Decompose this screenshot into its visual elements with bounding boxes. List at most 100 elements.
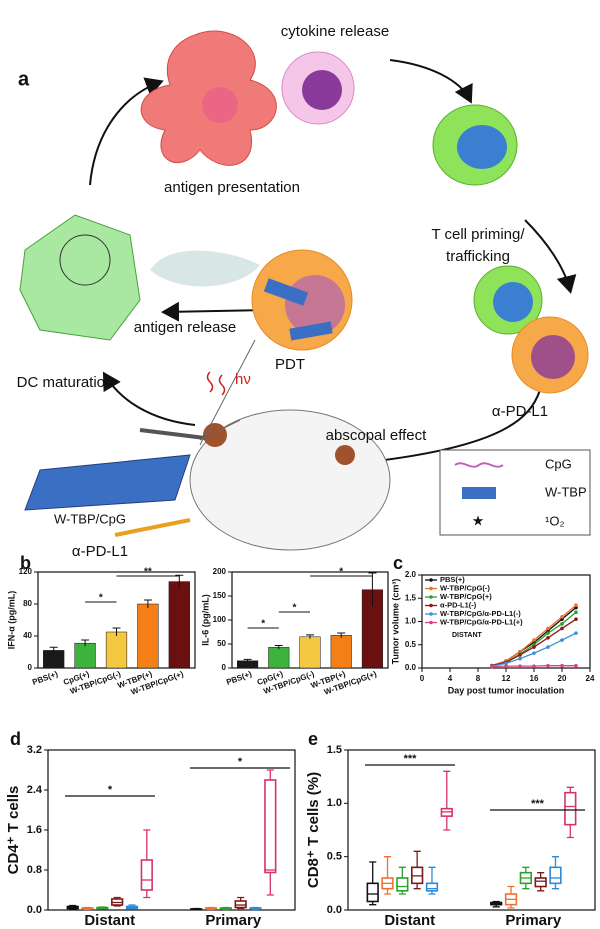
box <box>140 859 153 891</box>
y-axis-label: CD4⁺ T cells <box>5 786 22 875</box>
point <box>518 653 522 657</box>
point <box>504 664 508 668</box>
star: ★ <box>472 513 485 529</box>
legend-label: W-TBP/CpG(+) <box>440 592 492 601</box>
y-tick-label: 150 <box>213 591 227 600</box>
box <box>396 877 409 892</box>
plot-frame <box>347 749 596 911</box>
bar <box>299 636 321 669</box>
y-tick-label: 1.0 <box>327 797 342 809</box>
point <box>546 635 550 640</box>
box <box>534 877 547 888</box>
point <box>532 645 536 649</box>
point <box>546 626 550 631</box>
point <box>532 664 536 668</box>
legend-marker <box>429 586 433 591</box>
legend-marker <box>429 603 433 608</box>
x-tick-label: 8 <box>476 674 481 683</box>
y-tick-label: 120 <box>19 567 33 576</box>
bar <box>105 631 128 669</box>
error-bar <box>274 644 283 650</box>
point <box>546 663 550 668</box>
schematic: ★ <box>19 30 591 551</box>
point <box>560 638 564 642</box>
y-tick-label: 0.5 <box>327 851 342 863</box>
y-tick-label: 100 <box>213 615 227 624</box>
y-tick-label: 80 <box>23 599 32 608</box>
significance-label: * <box>108 784 113 796</box>
point <box>574 663 578 668</box>
significance-label: *** <box>404 753 418 765</box>
diagram-label: α-PD-L1 <box>72 543 128 560</box>
point <box>546 645 550 649</box>
legend-label: W-TBP/CpG/α-PD-L1(+) <box>440 617 523 626</box>
y-tick-label: 1.0 <box>405 617 417 626</box>
diagram-label: cytokine release <box>281 23 389 40</box>
annotation: DISTANT <box>452 632 483 639</box>
bar <box>268 647 290 669</box>
diagram-label: DC maturation <box>17 374 114 391</box>
significance-label: ** <box>144 567 152 578</box>
significance-label: * <box>238 756 243 768</box>
error-bar <box>337 632 346 638</box>
box <box>425 882 439 892</box>
x-tick-label: 20 <box>558 674 567 683</box>
point <box>504 661 508 666</box>
legend-marker <box>429 612 433 616</box>
panel-label: b <box>20 553 31 573</box>
y-tick-label: 200 <box>213 567 227 576</box>
y-tick-label: 50 <box>217 639 226 648</box>
error-bar <box>175 574 184 588</box>
point <box>574 631 578 635</box>
panel-label: d <box>10 729 21 749</box>
point <box>574 603 578 608</box>
legend-label: PBS(+) <box>440 575 465 584</box>
point <box>532 651 536 655</box>
x-tick-label: Primary <box>505 912 562 929</box>
x-tick-label: 12 <box>502 674 511 683</box>
x-tick-label: 4 <box>448 674 453 683</box>
legend-label: α-PD-L1(-) <box>440 600 477 609</box>
panel-label: a <box>18 68 30 90</box>
panel-label: e <box>308 729 318 749</box>
box <box>564 791 577 826</box>
box <box>264 779 277 874</box>
diagram-label: trafficking <box>446 248 510 265</box>
plot-frame <box>47 749 296 911</box>
error-bar <box>306 634 314 639</box>
x-tick-label: 24 <box>586 674 595 683</box>
point <box>560 663 564 668</box>
diagram-label: T cell priming/ <box>431 226 525 243</box>
legend-label: W-TBP/CpG/α-PD-L1(-) <box>440 609 521 618</box>
point <box>546 631 550 635</box>
box <box>549 866 562 885</box>
y-tick-label: 0.0 <box>405 663 417 672</box>
x-tick-label: PBS(+) <box>225 669 253 687</box>
y-axis-label: IFN-α (pg/mL) <box>6 591 16 650</box>
significance-label: * <box>99 593 103 604</box>
diagram-label: hν <box>235 371 251 388</box>
significance-label: * <box>292 603 296 614</box>
point <box>560 615 564 619</box>
y-tick-label: 1.5 <box>327 744 342 756</box>
legend-label: CpG <box>545 456 572 471</box>
y-tick-label: 3.2 <box>27 744 42 756</box>
point <box>560 626 564 631</box>
x-tick-label: Primary <box>205 912 262 929</box>
point <box>532 638 536 642</box>
legend-label: ¹O₂ <box>545 513 565 528</box>
point <box>560 622 564 626</box>
y-tick-label: 0.8 <box>27 864 42 876</box>
point <box>490 664 494 669</box>
legend-label: W-TBP/CpG(-) <box>440 583 490 592</box>
error-bar <box>368 572 377 607</box>
legend-label: W-TBP <box>545 484 587 499</box>
point <box>518 664 522 668</box>
diagram-label: antigen presentation <box>164 179 300 196</box>
box <box>234 900 247 909</box>
error-bar <box>143 599 152 608</box>
legend-marker <box>429 620 433 625</box>
legend-marker <box>429 595 433 599</box>
y-tick-label: 0.5 <box>405 640 417 649</box>
